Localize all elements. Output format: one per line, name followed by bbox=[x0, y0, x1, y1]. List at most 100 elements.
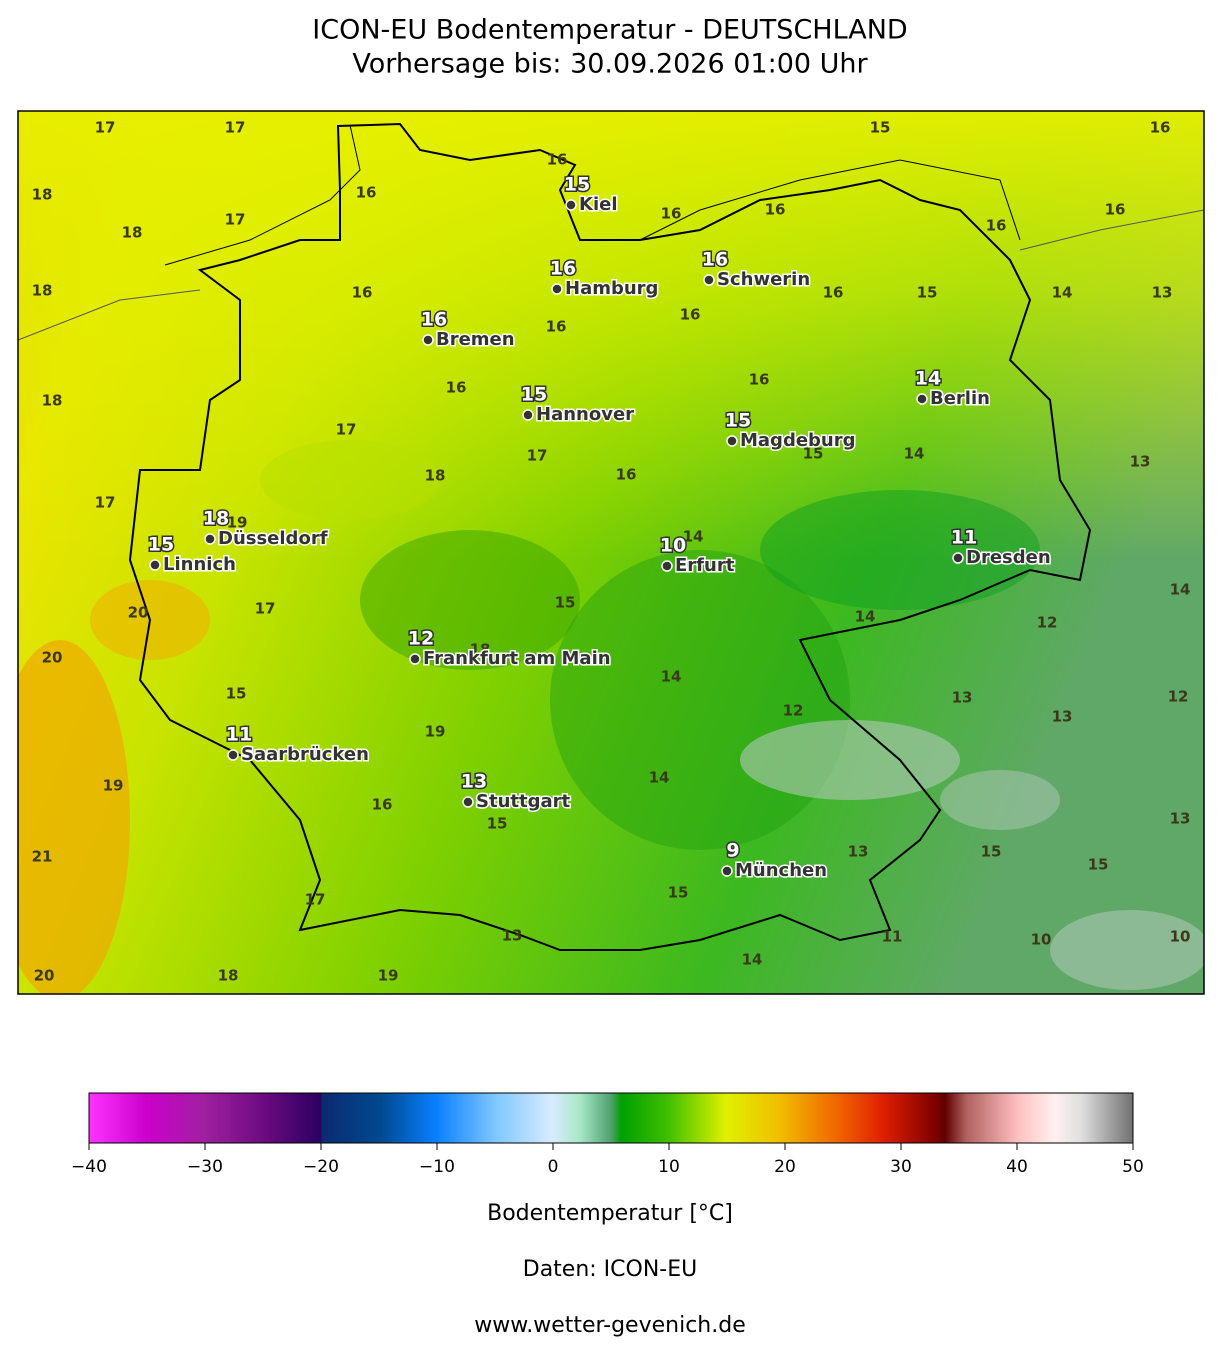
city-name: Bremen bbox=[436, 329, 515, 350]
city-value: 18 bbox=[203, 508, 229, 530]
field-label: 12 bbox=[1168, 688, 1189, 706]
field-label: 14 bbox=[683, 528, 704, 546]
field-label: 15 bbox=[668, 884, 689, 902]
field-label: 14 bbox=[1170, 581, 1191, 599]
field-label: 18 bbox=[42, 392, 63, 410]
city-dot bbox=[721, 865, 733, 877]
subtitle: Vorhersage bis: 30.09.2026 01:00 Uhr bbox=[352, 49, 868, 80]
field-label: 13 bbox=[1130, 453, 1151, 471]
field-label: 16 bbox=[356, 184, 377, 202]
city-name: Linnich bbox=[163, 554, 236, 575]
city-name: Stuttgart bbox=[476, 791, 571, 812]
title: ICON-EU Bodentemperatur - DEUTSCHLAND bbox=[312, 15, 907, 46]
field-label: 17 bbox=[95, 494, 116, 512]
field-label: 20 bbox=[42, 649, 63, 667]
field-label: 15 bbox=[981, 843, 1002, 861]
city-value: 10 bbox=[660, 535, 686, 557]
field-label: 15 bbox=[803, 445, 824, 463]
city-name: Magdeburg bbox=[740, 430, 856, 451]
city-value: 16 bbox=[550, 258, 576, 280]
field-label: 14 bbox=[904, 445, 925, 463]
field-label: 18 bbox=[470, 641, 491, 659]
city-dot bbox=[227, 749, 239, 761]
field-label: 16 bbox=[446, 379, 467, 397]
field-label: 12 bbox=[783, 702, 804, 720]
field-label: 16 bbox=[1150, 119, 1171, 137]
city-name: Dresden bbox=[966, 547, 1051, 568]
field-label: 16 bbox=[661, 205, 682, 223]
field-label: 16 bbox=[823, 284, 844, 302]
field-label: 17 bbox=[255, 600, 276, 618]
field-label: 16 bbox=[546, 318, 567, 336]
colorbar-tick-label: 0 bbox=[548, 1157, 559, 1177]
city-dot bbox=[551, 283, 563, 295]
source: Daten: ICON-EU bbox=[523, 1257, 698, 1282]
colorbar-tick-label: 40 bbox=[1006, 1157, 1028, 1177]
field-label: 19 bbox=[227, 514, 248, 532]
city-name: Saarbrücken bbox=[241, 744, 369, 765]
city-dot bbox=[422, 334, 434, 346]
field-label: 13 bbox=[502, 927, 523, 945]
field-label: 10 bbox=[1170, 928, 1191, 946]
field-label: 16 bbox=[986, 217, 1007, 235]
colorbar-tick-label: −30 bbox=[187, 1157, 223, 1177]
field-label: 18 bbox=[425, 467, 446, 485]
city-value: 15 bbox=[521, 384, 547, 406]
field-label: 13 bbox=[1152, 284, 1173, 302]
field-label: 13 bbox=[1052, 708, 1073, 726]
field-label: 14 bbox=[1052, 284, 1073, 302]
cities: 15Kiel16Hamburg16Schwerin16Bremen15Hanno… bbox=[146, 172, 1052, 883]
website: www.wetter-gevenich.de bbox=[474, 1313, 746, 1338]
field-label: 14 bbox=[855, 608, 876, 626]
city-dot bbox=[952, 552, 964, 564]
field-label: 19 bbox=[378, 967, 399, 985]
field-label: 18 bbox=[32, 186, 53, 204]
field-label: 16 bbox=[547, 151, 568, 169]
colorbar-tick-label: −40 bbox=[71, 1157, 107, 1177]
city-dot bbox=[522, 409, 534, 421]
field-label: 13 bbox=[952, 689, 973, 707]
field-label: 17 bbox=[336, 421, 357, 439]
field-label: 17 bbox=[225, 119, 246, 137]
city-value: 15 bbox=[725, 410, 751, 432]
city-name: Kiel bbox=[579, 194, 618, 215]
field-label: 14 bbox=[742, 951, 763, 969]
colorbar-tick-label: 20 bbox=[774, 1157, 796, 1177]
city-dot bbox=[462, 796, 474, 808]
field-label: 15 bbox=[226, 685, 247, 703]
city-name: Düsseldorf bbox=[218, 528, 328, 549]
city-name: Frankfurt am Main bbox=[423, 648, 611, 669]
colorbar-tick-label: −20 bbox=[303, 1157, 339, 1177]
city-value: 11 bbox=[226, 724, 252, 746]
colorbar-label: Bodentemperatur [°C] bbox=[487, 1201, 733, 1226]
field-label: 18 bbox=[218, 967, 239, 985]
field-label: 18 bbox=[32, 282, 53, 300]
field-label: 17 bbox=[225, 211, 246, 229]
field-label: 21 bbox=[32, 848, 53, 866]
field-label: 19 bbox=[103, 777, 124, 795]
field-label: 20 bbox=[128, 604, 149, 622]
field-label: 16 bbox=[372, 796, 393, 814]
city-dot bbox=[565, 199, 577, 211]
city-dot bbox=[149, 559, 161, 571]
field-label: 16 bbox=[1105, 201, 1126, 219]
city-dot bbox=[204, 533, 216, 545]
city-value: 11 bbox=[951, 527, 977, 549]
map bbox=[18, 111, 1204, 994]
colorbar bbox=[88, 1092, 1134, 1144]
city-name: Hamburg bbox=[565, 278, 658, 299]
field-label: 16 bbox=[680, 306, 701, 324]
city-name: Hannover bbox=[536, 404, 634, 425]
colorbar-tick-label: 30 bbox=[890, 1157, 912, 1177]
field-label: 15 bbox=[1088, 856, 1109, 874]
colorbar-tick-label: 50 bbox=[1122, 1157, 1144, 1177]
field-label: 14 bbox=[649, 769, 670, 787]
colorbar-tick-label: −10 bbox=[419, 1157, 455, 1177]
city-name: Schwerin bbox=[717, 269, 810, 290]
field-label: 16 bbox=[352, 284, 373, 302]
field-label: 16 bbox=[765, 201, 786, 219]
field-label: 11 bbox=[882, 928, 903, 946]
city-value: 14 bbox=[915, 368, 941, 390]
field-label: 15 bbox=[917, 284, 938, 302]
